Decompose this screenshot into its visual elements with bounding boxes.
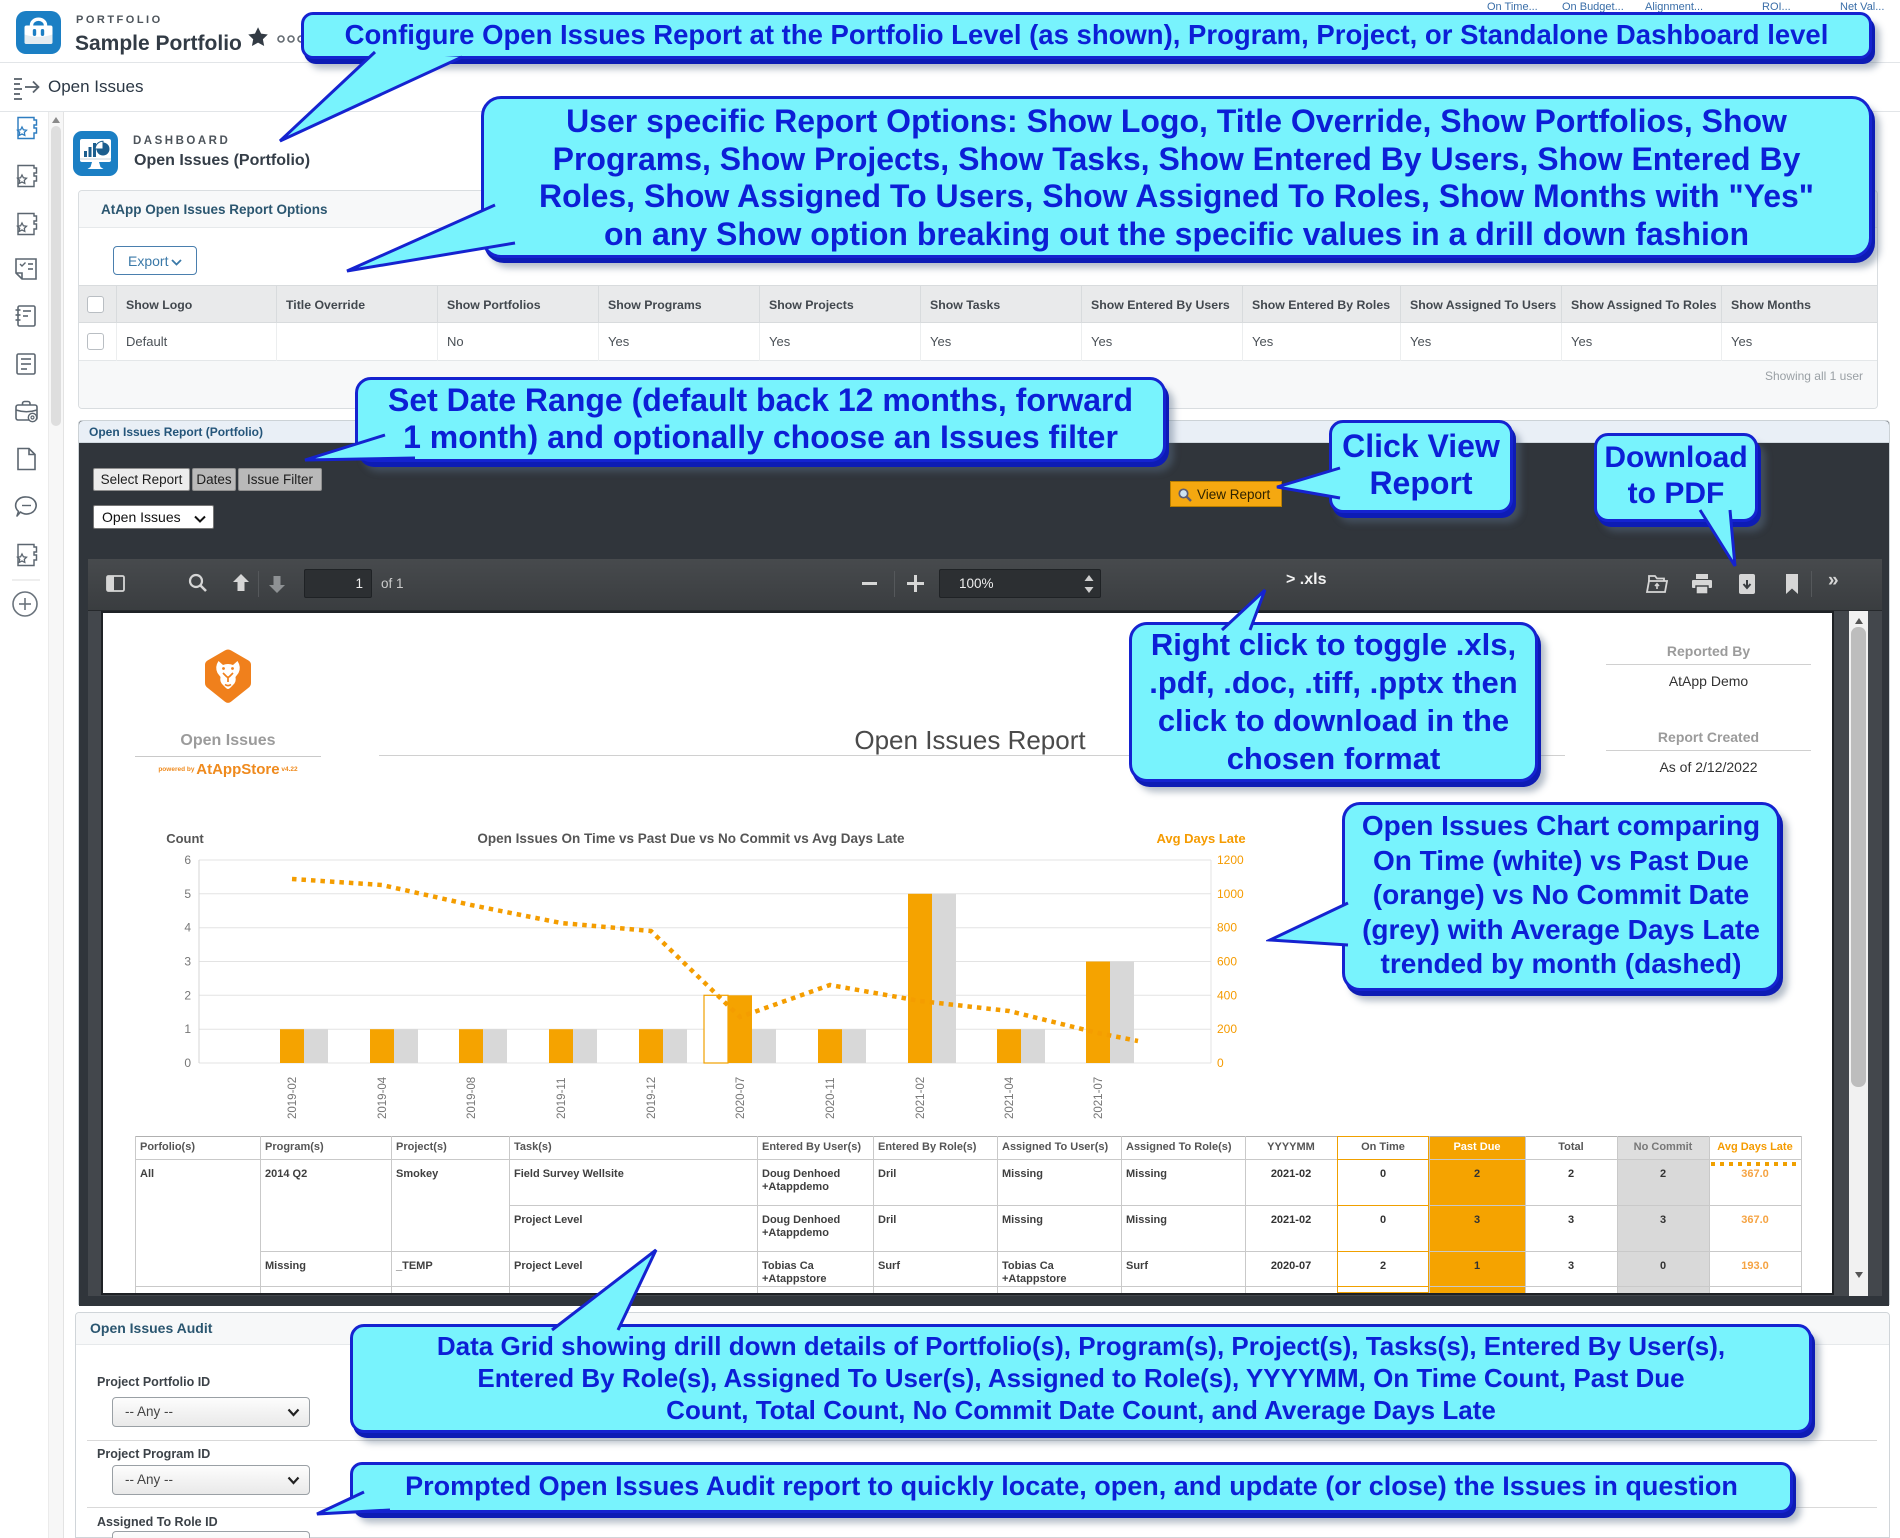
svg-text:2019-08: 2019-08 xyxy=(466,1077,478,1119)
svg-text:400: 400 xyxy=(1217,988,1237,1002)
svg-text:2019-04: 2019-04 xyxy=(377,1076,389,1119)
svg-text:800: 800 xyxy=(1217,921,1237,935)
svg-text:600: 600 xyxy=(1217,955,1237,969)
svg-text:5: 5 xyxy=(184,887,191,901)
svg-text:Open Issues On Time vs Past Du: Open Issues On Time vs Past Due vs No Co… xyxy=(477,831,905,846)
svg-text:6: 6 xyxy=(184,853,191,867)
svg-text:1000: 1000 xyxy=(1217,887,1244,901)
svg-text:2021-02: 2021-02 xyxy=(915,1077,927,1119)
svg-text:2021-04: 2021-04 xyxy=(1004,1076,1016,1119)
svg-text:2: 2 xyxy=(184,988,191,1002)
svg-text:2019-02: 2019-02 xyxy=(287,1077,299,1119)
svg-text:Avg Days Late: Avg Days Late xyxy=(1156,831,1245,846)
svg-text:1: 1 xyxy=(184,1022,191,1036)
svg-text:0: 0 xyxy=(184,1056,191,1070)
svg-text:4: 4 xyxy=(184,921,191,935)
svg-text:2019-11: 2019-11 xyxy=(556,1078,568,1119)
svg-text:200: 200 xyxy=(1217,1022,1237,1036)
svg-text:Count: Count xyxy=(166,831,204,846)
svg-text:2021-07: 2021-07 xyxy=(1093,1077,1105,1119)
svg-text:3: 3 xyxy=(184,955,191,969)
svg-text:2020-07: 2020-07 xyxy=(735,1077,747,1119)
svg-text:2019-12: 2019-12 xyxy=(646,1077,658,1119)
svg-text:1200: 1200 xyxy=(1217,853,1244,867)
svg-text:2020-11: 2020-11 xyxy=(825,1078,837,1119)
svg-text:0: 0 xyxy=(1217,1056,1224,1070)
